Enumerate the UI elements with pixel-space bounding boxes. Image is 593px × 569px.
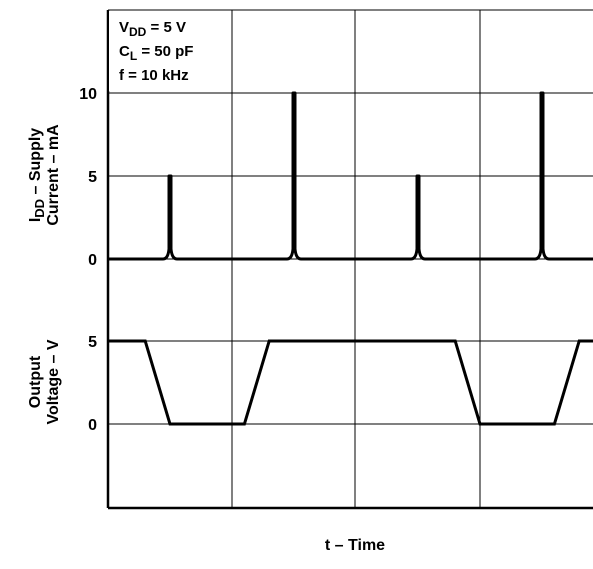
y-tick-vout-0: 0 — [88, 417, 97, 434]
y-tick-vout-5: 5 — [88, 334, 97, 351]
x-axis-label: t – Time — [325, 537, 385, 554]
conditions-box: VDD = 5 V CL = 50 pF f = 10 kHz — [109, 11, 231, 91]
ylabel-idd-line1: IDD – Supply — [27, 128, 47, 222]
ylabel-vout-line1: Output — [27, 355, 44, 408]
y-tick-idd-0: 0 — [88, 252, 97, 269]
y-tick-labels: 10 5 0 5 0 — [79, 86, 97, 434]
y-tick-idd-10: 10 — [79, 86, 97, 103]
y-axis-label-idd: IDD – Supply Current – mA — [27, 124, 62, 226]
y-axis-label-vout: Output Voltage – V — [27, 339, 62, 424]
ylabel-vout-line2: Voltage – V — [45, 339, 62, 424]
output-voltage-trace — [108, 341, 593, 424]
y-tick-idd-5: 5 — [88, 169, 97, 186]
condition-f: f = 10 kHz — [119, 67, 189, 84]
ylabel-idd-line2: Current – mA — [45, 124, 62, 226]
